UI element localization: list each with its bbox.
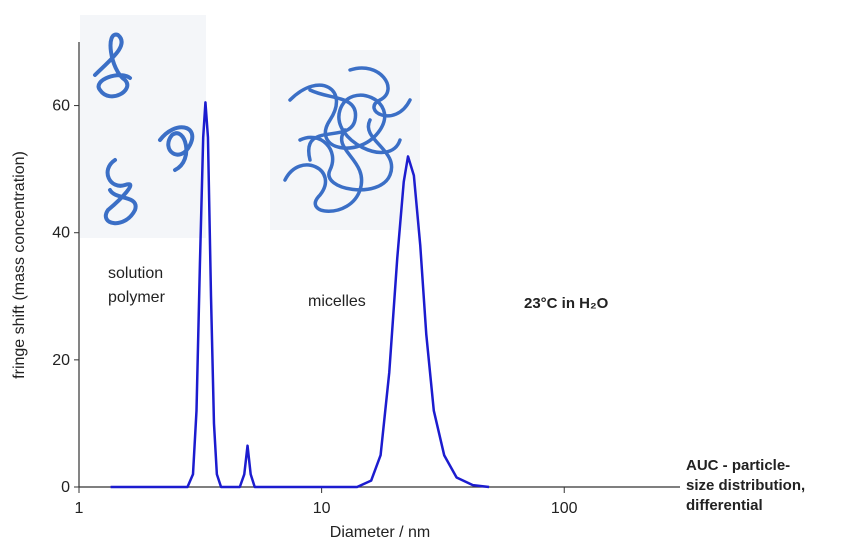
y-axis-label: fringe shift (mass concentration)	[11, 151, 28, 379]
annotation: differential	[686, 497, 763, 514]
y-tick-label: 60	[52, 98, 70, 115]
x-tick-label: 1	[75, 500, 84, 517]
annotation: AUC - particle-	[686, 457, 790, 474]
annotation: size distribution,	[686, 477, 805, 494]
y-tick-label: 20	[52, 352, 70, 369]
annotation: solution	[108, 265, 163, 282]
y-tick-label: 0	[61, 479, 70, 496]
x-tick-label: 10	[313, 500, 331, 517]
data-line	[110, 101, 490, 489]
x-tick-label: 100	[551, 500, 578, 517]
annotation: 23°C in H₂O	[524, 295, 609, 312]
x-axis-label: Diameter / nm	[330, 524, 430, 541]
y-tick-label: 40	[52, 225, 70, 242]
annotation: polymer	[108, 289, 166, 306]
coil-image-polymer	[80, 15, 206, 238]
coil-image-micelles	[270, 50, 420, 230]
annotation: micelles	[308, 293, 366, 310]
